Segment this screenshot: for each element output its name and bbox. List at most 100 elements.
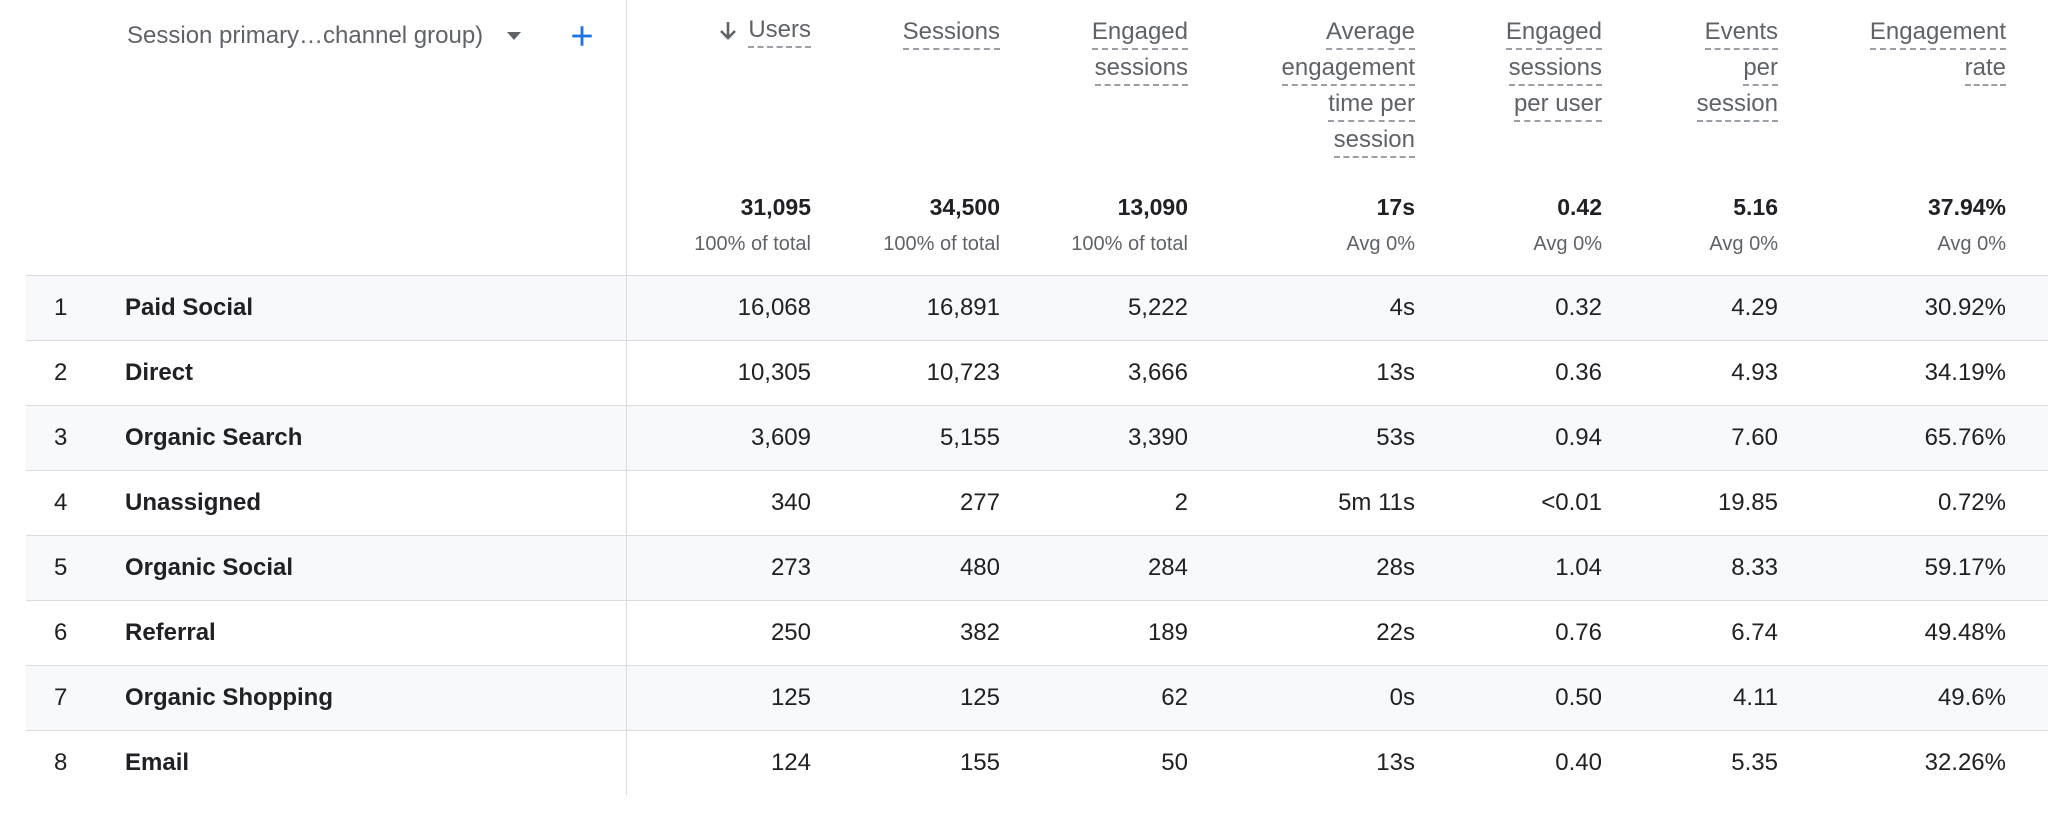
cell-engaged-sessions: 189 (1147, 619, 1188, 646)
table-row[interactable]: 1 Paid Social 16,068 16,891 5,222 4s 0.3… (26, 276, 2048, 341)
cell-users: 3,609 (750, 424, 811, 451)
row-index: 7 (54, 684, 68, 711)
table-row[interactable]: 6 Referral 250 382 189 22s 0.76 6.74 49.… (26, 601, 2048, 666)
table-row[interactable]: 8 Email 124 155 50 13s 0.40 5.35 32.26% (26, 731, 2048, 796)
row-index: 5 (54, 554, 68, 581)
cell-engagement-rate: 30.92% (1924, 294, 2006, 321)
row-index: 3 (54, 424, 68, 451)
column-header-avg-engagement-time[interactable]: Average engagement time per session (1281, 14, 1415, 158)
row-index: 4 (54, 489, 68, 516)
total-sessions-sub: 100% of total (883, 233, 1000, 255)
column-header-engaged-sessions-per-user[interactable]: Engaged sessions per user (1505, 14, 1602, 122)
cell-events-per-session: 19.85 (1717, 489, 1778, 516)
cell-events-per-session: 5.35 (1731, 749, 1778, 776)
total-engaged-sessions-per-user-sub: Avg 0% (1533, 233, 1602, 255)
column-header-line: session (1696, 88, 1778, 122)
plus-icon (572, 26, 592, 46)
cell-engaged-sessions-per-user: 0.40 (1555, 749, 1602, 776)
add-dimension-button[interactable] (562, 16, 602, 56)
table-row[interactable]: 4 Unassigned 340 277 2 5m 11s <0.01 19.8… (26, 471, 2048, 536)
cell-sessions: 480 (959, 554, 1000, 581)
cell-events-per-session: 4.93 (1731, 359, 1778, 386)
total-events-per-session: 5.16 (1733, 194, 1778, 220)
total-users: 31,095 (740, 194, 811, 220)
cell-avg-engagement-time: 13s (1376, 749, 1415, 776)
cell-events-per-session: 7.60 (1731, 424, 1778, 451)
table-row[interactable]: 7 Organic Shopping 125 125 62 0s 0.50 4.… (26, 666, 2048, 731)
cell-engagement-rate: 65.76% (1924, 424, 2006, 451)
cell-users: 273 (770, 554, 811, 581)
column-header-line: Engagement (1869, 16, 2006, 50)
arrow-down-icon[interactable] (718, 20, 738, 42)
row-channel-name[interactable]: Organic Search (125, 424, 303, 451)
row-channel-name[interactable]: Referral (125, 619, 216, 646)
cell-sessions: 155 (959, 749, 1000, 776)
cell-sessions: 10,723 (926, 359, 1000, 386)
total-events-per-session-sub: Avg 0% (1709, 233, 1778, 255)
total-engaged-sessions-per-user: 0.42 (1557, 194, 1602, 220)
row-channel-name[interactable]: Organic Social (125, 554, 294, 581)
cell-avg-engagement-time: 28s (1376, 554, 1415, 581)
row-index: 6 (54, 619, 68, 646)
cell-engaged-sessions: 2 (1174, 489, 1188, 516)
column-header-line: Events (1704, 16, 1778, 50)
column-header-line: Average (1326, 16, 1415, 50)
column-header-engagement-rate[interactable]: Engagement rate (1869, 14, 2006, 86)
cell-engaged-sessions-per-user: 0.50 (1555, 684, 1602, 711)
column-header-line: engagement (1281, 52, 1415, 86)
total-sessions: 34,500 (929, 194, 1000, 220)
table-row[interactable]: 3 Organic Search 3,609 5,155 3,390 53s 0… (26, 406, 2048, 471)
cell-engaged-sessions: 62 (1161, 684, 1188, 711)
cell-engaged-sessions: 284 (1147, 554, 1188, 581)
column-header-engaged-sessions[interactable]: Engaged sessions (1091, 14, 1188, 86)
cell-avg-engagement-time: 0s (1389, 684, 1415, 711)
cell-events-per-session: 4.11 (1733, 684, 1778, 711)
row-channel-name[interactable]: Organic Shopping (125, 684, 333, 711)
row-channel-name[interactable]: Unassigned (125, 489, 262, 516)
cell-sessions: 5,155 (939, 424, 1000, 451)
cell-engaged-sessions-per-user: 0.36 (1555, 359, 1602, 386)
total-engagement-rate: 37.94% (1927, 194, 2006, 220)
column-header-users[interactable]: Users (718, 14, 811, 48)
report-table: Session primary…channel group) Users Ses… (26, 0, 2048, 795)
row-channel-name[interactable]: Email (125, 749, 190, 776)
dimension-selector[interactable]: Session primary…channel group) (127, 18, 522, 54)
total-avg-engagement-time-sub: Avg 0% (1346, 233, 1415, 255)
column-header-line: sessions (1094, 52, 1188, 86)
cell-avg-engagement-time: 53s (1376, 424, 1415, 451)
table-body: 1 Paid Social 16,068 16,891 5,222 4s 0.3… (26, 276, 2048, 796)
column-header-line: Sessions (902, 16, 1000, 50)
dimension-label: Session primary…channel group) (127, 22, 484, 49)
cell-sessions: 382 (959, 619, 1000, 646)
row-index: 1 (54, 294, 68, 321)
row-channel-name[interactable]: Paid Social (125, 294, 254, 321)
table-row[interactable]: 5 Organic Social 273 480 284 28s 1.04 8.… (26, 536, 2048, 601)
cell-engaged-sessions-per-user: 0.94 (1555, 424, 1602, 451)
column-header-line: per (1743, 52, 1778, 86)
total-engagement-rate-sub: Avg 0% (1937, 233, 2006, 255)
cell-engaged-sessions-per-user: <0.01 (1541, 489, 1602, 516)
cell-engagement-rate: 49.48% (1924, 619, 2006, 646)
cell-users: 125 (770, 684, 811, 711)
total-users-sub: 100% of total (694, 233, 811, 255)
cell-avg-engagement-time: 4s (1389, 294, 1415, 321)
column-divider (626, 0, 627, 795)
cell-engagement-rate: 34.19% (1924, 359, 2006, 386)
column-header-line: per user (1513, 88, 1602, 122)
cell-avg-engagement-time: 13s (1376, 359, 1415, 386)
total-avg-engagement-time: 17s (1376, 194, 1415, 220)
table-header: Session primary…channel group) Users Ses… (26, 0, 2048, 276)
cell-events-per-session: 8.33 (1731, 554, 1778, 581)
column-header-events-per-session[interactable]: Events per session (1696, 14, 1778, 122)
cell-engaged-sessions-per-user: 0.76 (1555, 619, 1602, 646)
row-channel-name[interactable]: Direct (125, 359, 194, 386)
table-row[interactable]: 2 Direct 10,305 10,723 3,666 13s 0.36 4.… (26, 341, 2048, 406)
cell-engagement-rate: 49.6% (1937, 684, 2006, 711)
cell-engaged-sessions-per-user: 1.04 (1555, 554, 1602, 581)
cell-engaged-sessions: 5,222 (1127, 294, 1188, 321)
cell-users: 124 (770, 749, 811, 776)
cell-engaged-sessions: 3,666 (1127, 359, 1188, 386)
column-header-sessions[interactable]: Sessions (902, 14, 1000, 50)
caret-down-icon[interactable] (507, 32, 522, 40)
column-header-line: session (1333, 124, 1415, 158)
